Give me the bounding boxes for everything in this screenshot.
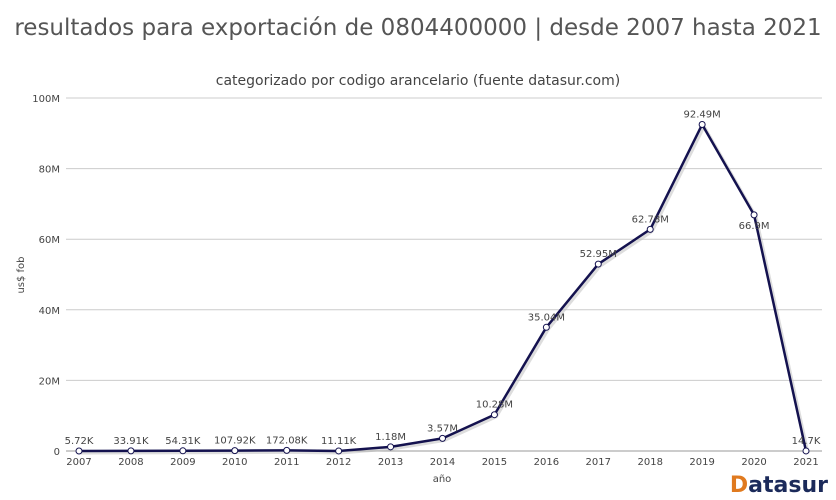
data-label: 172.08K xyxy=(266,435,308,446)
y-tick-label: 20M xyxy=(39,376,60,387)
data-label: 62.78M xyxy=(632,214,669,225)
logo-text: atasur xyxy=(748,473,828,498)
x-tick-label: 2013 xyxy=(378,457,403,468)
data-point[interactable] xyxy=(750,211,758,219)
data-label: 10.28M xyxy=(476,400,513,411)
data-point[interactable] xyxy=(439,434,446,442)
data-label: 107.92K xyxy=(214,436,256,447)
y-tick-label: 0 xyxy=(54,447,60,458)
data-label: 14.7K xyxy=(792,436,821,447)
y-tick-label: 60M xyxy=(39,235,60,246)
data-label: 3.57M xyxy=(427,423,458,434)
x-tick-label: 2016 xyxy=(534,457,559,468)
x-tick-label: 2018 xyxy=(637,457,662,468)
data-label: 5.72K xyxy=(65,436,94,447)
data-point[interactable] xyxy=(127,447,135,455)
x-tick-label: 2012 xyxy=(326,457,351,468)
x-tick-label: 2017 xyxy=(586,457,611,468)
x-axis-label: año xyxy=(433,474,452,485)
data-label: 92.49M xyxy=(684,110,721,121)
data-label: 35.04M xyxy=(528,312,565,323)
data-point[interactable] xyxy=(231,447,239,455)
data-point[interactable] xyxy=(646,225,654,233)
x-tick-label: 2021 xyxy=(793,457,818,468)
data-point[interactable] xyxy=(542,323,550,331)
x-tick-label: 2019 xyxy=(689,457,714,468)
x-tick-label: 2010 xyxy=(222,457,247,468)
x-tick-label: 2009 xyxy=(170,457,195,468)
x-tick-label: 2007 xyxy=(66,457,91,468)
chart-subtitle: categorizado por codigo arancelario (fue… xyxy=(215,73,621,89)
data-label: 11.11K xyxy=(321,436,357,447)
data-point[interactable] xyxy=(75,447,83,455)
datasur-logo: Datasur xyxy=(730,473,828,498)
data-label: 33.91K xyxy=(113,436,149,447)
x-tick-label: 2014 xyxy=(430,457,455,468)
x-tick-label: 2011 xyxy=(274,457,299,468)
data-point[interactable] xyxy=(283,446,291,454)
y-tick-label: 100M xyxy=(32,94,60,105)
x-tick-label: 2015 xyxy=(482,457,507,468)
data-label: 1.18M xyxy=(375,432,406,443)
y-tick-label: 80M xyxy=(39,165,60,176)
data-point[interactable] xyxy=(335,447,343,455)
series-shadow xyxy=(80,123,810,455)
chart-title: resultados para exportación de 080440000… xyxy=(14,15,822,41)
data-point[interactable] xyxy=(698,121,706,129)
y-axis-label: us$ fob xyxy=(16,256,27,293)
x-tick-label: 2008 xyxy=(118,457,143,468)
data-point[interactable] xyxy=(594,260,602,268)
data-point[interactable] xyxy=(802,447,810,455)
series-line xyxy=(78,123,808,453)
data-label: 66.9M xyxy=(739,221,770,232)
data-point[interactable] xyxy=(387,443,395,451)
y-tick-label: 40M xyxy=(39,306,60,317)
data-label: 54.31K xyxy=(165,436,201,447)
data-label: 52.95M xyxy=(580,249,617,260)
x-tick-label: 2020 xyxy=(741,457,766,468)
data-point[interactable] xyxy=(490,411,498,419)
logo-prefix: D xyxy=(729,473,749,498)
data-point[interactable] xyxy=(179,447,187,455)
